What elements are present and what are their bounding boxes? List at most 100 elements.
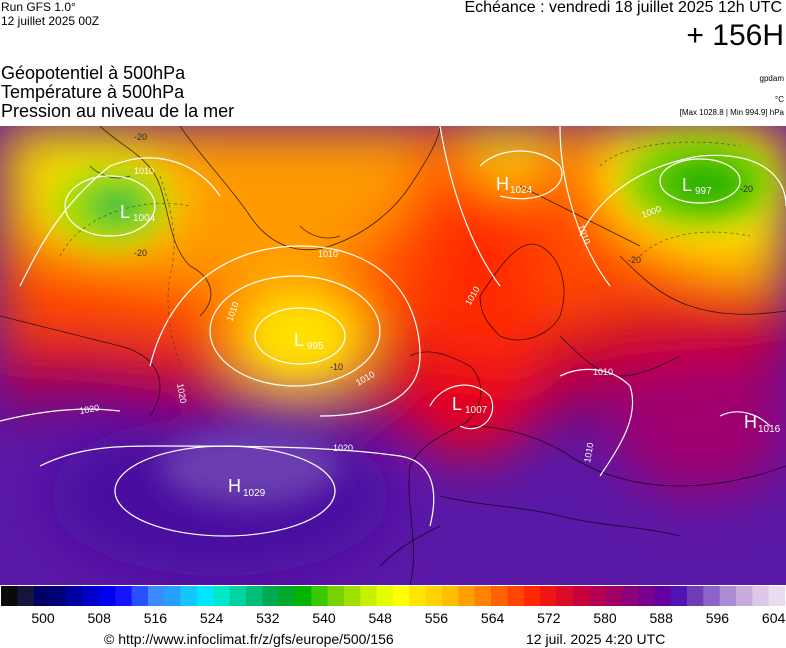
- colorbar-tick-label: 572: [537, 610, 561, 626]
- colorbar-swatch: [164, 586, 181, 606]
- colorbar-tick-label: 604: [761, 610, 786, 626]
- center-value: 1016: [758, 424, 781, 435]
- colorbar-swatch: [262, 586, 279, 606]
- color-field: [0, 126, 786, 585]
- isobar-label: 1010: [134, 166, 154, 176]
- colorbar-swatch: [229, 586, 247, 606]
- timestamp: 12 juil. 2025 4:20 UTC: [526, 631, 666, 647]
- temperature-isotherms: [59, 141, 751, 367]
- colorbar-swatch: [344, 586, 361, 606]
- colorbar-swatch: [491, 586, 508, 606]
- colorbar-swatch: [687, 586, 704, 606]
- colorbar-swatch: [768, 586, 785, 606]
- colorbar-swatch: [507, 586, 524, 606]
- colorbar-tick-label: 524: [199, 610, 224, 626]
- colorbar-swatch: [736, 586, 753, 606]
- isobar-label: 1010: [318, 249, 338, 259]
- colorbar-swatch: [82, 586, 100, 606]
- colorbar-tick-label: 588: [649, 610, 673, 626]
- colorbar-swatch: [589, 586, 606, 606]
- temp-label: -10: [330, 362, 343, 372]
- center-letter: H: [228, 476, 241, 496]
- colorbar-swatch: [148, 586, 165, 606]
- weather-map: L 1004 L 995 H 1024 L 997 L 1007 H 1016 …: [0, 126, 786, 585]
- colorbar-tick-label: 532: [256, 610, 280, 626]
- center-letter: L: [452, 394, 462, 414]
- colorbar-swatch: [246, 586, 263, 606]
- colorbar-swatch: [311, 586, 328, 606]
- colorbar-swatch: [605, 586, 622, 606]
- isobar-label: 1020: [175, 383, 188, 404]
- echeance-label: Echéance : vendredi 18 juillet 2025 12h …: [464, 0, 782, 16]
- field-geopotential: Géopotentiel à 500hPa: [1, 63, 186, 83]
- pressure-centers: L 1004 L 995 H 1024 L 997 L 1007 H 1016 …: [120, 174, 781, 499]
- run-label: Run GFS 1.0°: [1, 0, 76, 14]
- colorbar-swatch: [425, 586, 443, 606]
- colorbar-swatch: [295, 586, 312, 606]
- isobar-label: 1010: [582, 442, 595, 463]
- colorbar-swatch: [99, 586, 116, 606]
- colorbar-swatch: [719, 586, 737, 606]
- center-letter: L: [682, 175, 692, 195]
- temp-label: -20: [134, 248, 147, 258]
- colorbar-swatch: [50, 586, 67, 606]
- colorbar-swatch: [327, 586, 345, 606]
- colorbar-swatch: [278, 586, 296, 606]
- colorbar-tick-label: 516: [143, 610, 168, 626]
- temp-label: -20: [740, 184, 753, 194]
- colorbar-swatch: [621, 586, 639, 606]
- colorbar-tick-label: 596: [705, 610, 730, 626]
- colorbar-swatch: [393, 586, 410, 606]
- colorbar-swatch: [474, 586, 492, 606]
- coastlines: [0, 126, 786, 585]
- colorbar-swatch: [131, 586, 149, 606]
- colorbar-swatch: [540, 586, 557, 606]
- center-letter: L: [120, 202, 130, 222]
- unit-pressure-range: [Max 1028.8 | Min 994.9] hPa: [679, 108, 784, 117]
- colorbar-tick-label: 556: [424, 610, 449, 626]
- colorbar-tick-label: 580: [593, 610, 617, 626]
- colorbar-swatch: [638, 586, 655, 606]
- colorbar-tick-label: 564: [480, 610, 505, 626]
- run-date: 12 juillet 2025 00Z: [1, 14, 100, 28]
- field-pressure: Pression au niveau de la mer: [1, 101, 235, 121]
- colorbar-swatch: [197, 586, 214, 606]
- isobar-label: 1020: [333, 443, 353, 453]
- colorbar-swatch: [703, 586, 720, 606]
- temp-label: -20: [628, 255, 641, 265]
- center-letter: L: [294, 330, 304, 350]
- colorbar-tick-label: 548: [368, 610, 392, 626]
- credit-link[interactable]: © http://www.infoclimat.fr/z/gfs/europe/…: [104, 631, 394, 647]
- colorbar-swatch: [376, 586, 394, 606]
- colorbar-swatch: [66, 586, 83, 606]
- colorbar-swatch: [409, 586, 426, 606]
- colorbar-swatch: [556, 586, 573, 606]
- colorbar-tick-label: 508: [87, 610, 111, 626]
- temperature-labels: -20 -20 -20 -20 -10: [134, 132, 753, 372]
- colorbar-swatch: [654, 586, 671, 606]
- colorbar-swatch: [752, 586, 769, 606]
- colorbar-tick-label: 500: [31, 610, 55, 626]
- colorbar-swatch: [572, 586, 590, 606]
- unit-celsius: °C: [775, 95, 784, 104]
- colorbar-swatch: [442, 586, 459, 606]
- colorbar-swatch: [17, 586, 34, 606]
- field-temperature: Température à 500hPa: [1, 82, 185, 102]
- forecast-hour: + 156H: [686, 19, 784, 52]
- center-value: 1007: [465, 405, 488, 416]
- center-value: 1024: [510, 185, 533, 196]
- colorbar-swatch: [180, 586, 198, 606]
- center-value: 1029: [243, 488, 266, 499]
- center-value: 1004: [133, 213, 156, 224]
- center-value: 995: [307, 341, 324, 352]
- colorbar-swatch: [458, 586, 475, 606]
- colorbar-tick-label: 540: [312, 610, 336, 626]
- isobar-label: 1010: [593, 367, 613, 377]
- isobar-label: 1020: [79, 403, 100, 416]
- colorbar-swatch: [670, 586, 688, 606]
- colorbar: [1, 586, 785, 606]
- colorbar-swatch: [1, 586, 18, 606]
- center-value: 997: [695, 186, 712, 197]
- colorbar-swatch: [33, 586, 51, 606]
- colorbar-swatch: [115, 586, 132, 606]
